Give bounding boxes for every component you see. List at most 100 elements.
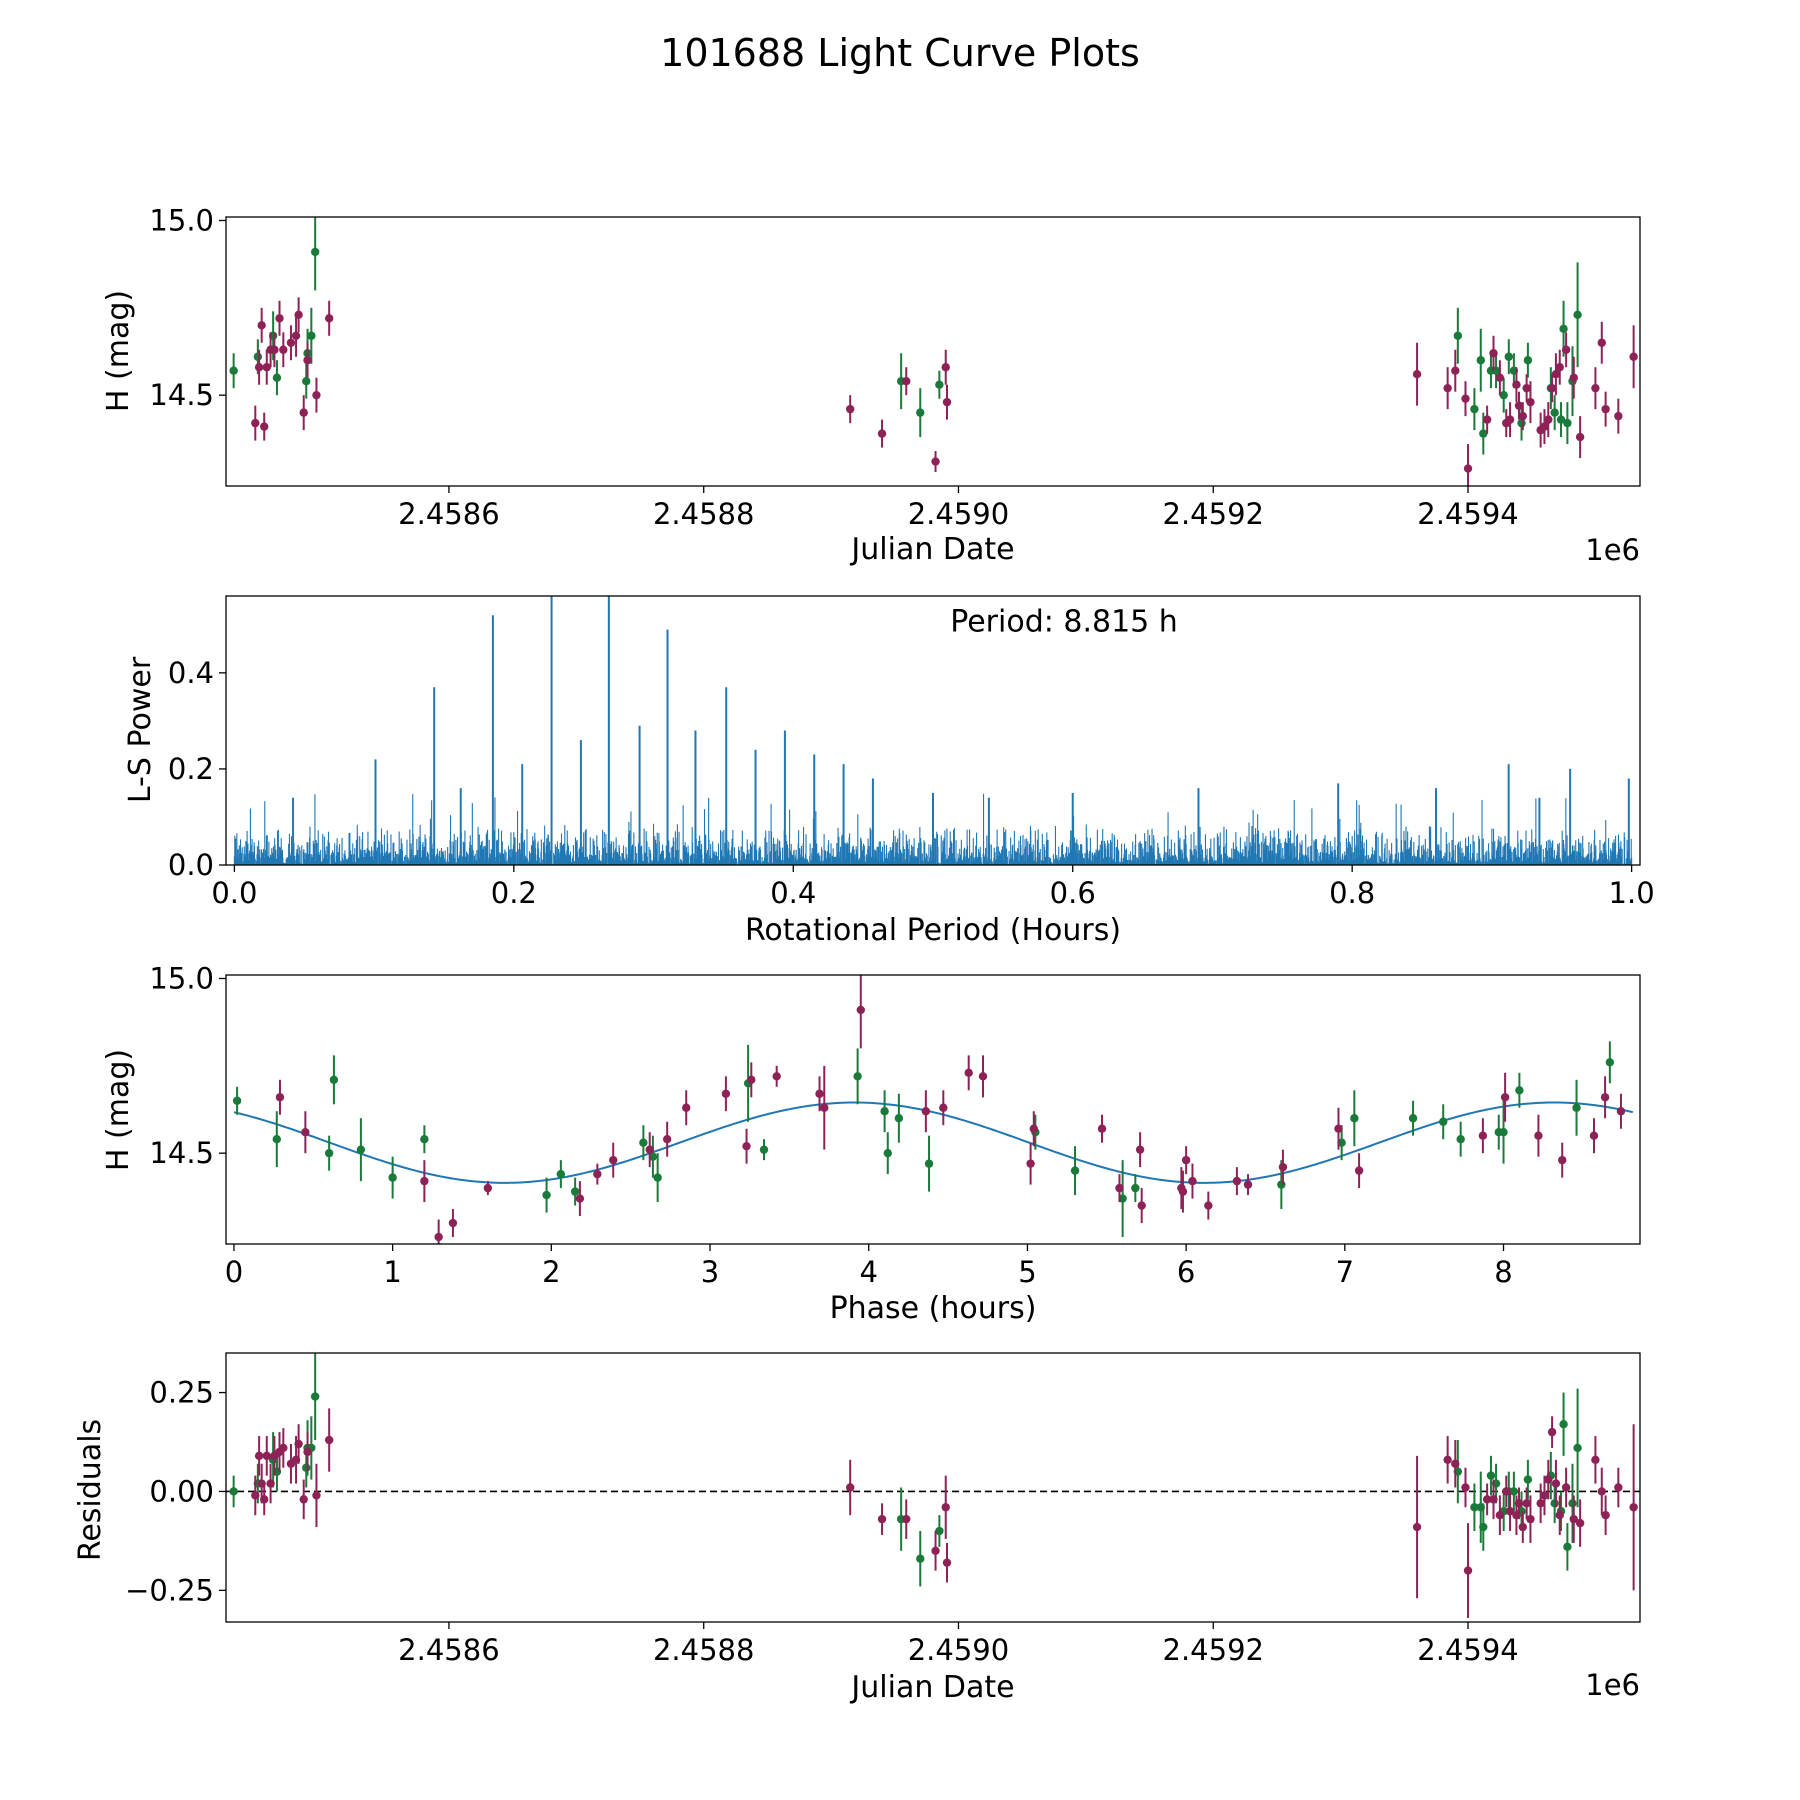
phased-purple-point — [682, 1103, 691, 1112]
residuals-green-point — [1486, 1471, 1496, 1480]
phased-xtick-label: 3 — [701, 1255, 719, 1289]
phased-green-point — [1515, 1086, 1524, 1095]
residuals-purple-point — [902, 1514, 911, 1524]
phased-xtick-label: 1 — [383, 1255, 401, 1289]
residuals-green-point — [1470, 1503, 1479, 1512]
phased-xtick-label: 6 — [1177, 1255, 1195, 1289]
lightcurve-purple-point — [1489, 349, 1498, 358]
lightcurve-xtick-label: 2.4590 — [908, 497, 1009, 531]
lightcurve-green-point — [1453, 331, 1463, 340]
residuals-xlabel: Julian Date — [849, 1670, 1014, 1705]
lightcurve-purple-point — [299, 408, 308, 417]
phased-purple-point — [1534, 1131, 1543, 1140]
lightcurve-purple-point — [324, 314, 334, 323]
residuals-purple-point — [1597, 1487, 1606, 1496]
phased-purple-point — [1181, 1155, 1191, 1165]
phased-purple-point — [1278, 1162, 1288, 1172]
lightcurve-purple-point — [1451, 366, 1460, 375]
lightcurve-purple-point — [294, 310, 303, 320]
lightcurve-purple-point — [1522, 383, 1531, 393]
phased-green-point — [639, 1138, 648, 1147]
phased-purple-point — [448, 1218, 458, 1228]
residuals-green-point — [1559, 1420, 1568, 1429]
lightcurve-purple-point — [1482, 415, 1492, 424]
lightcurve-green-point — [1470, 404, 1479, 414]
lightcurve-purple-point — [902, 376, 911, 386]
phased-purple-point — [420, 1176, 429, 1186]
phased-points — [232, 975, 1626, 1244]
phased-purple-point — [820, 1103, 829, 1112]
phased-purple-point — [815, 1089, 824, 1098]
phased-purple-point — [1135, 1145, 1145, 1154]
phased-purple-point — [772, 1072, 781, 1081]
periodogram-period-annotation: Period: 8.815 h — [950, 605, 1178, 640]
phased-purple-point — [921, 1107, 931, 1116]
phased-purple-point — [301, 1128, 310, 1137]
lightcurve-purple-point — [1547, 383, 1557, 393]
phased-ytick-label: 14.5 — [149, 1136, 214, 1170]
phased-green-point — [329, 1075, 339, 1085]
phased-purple-point — [1500, 1093, 1510, 1102]
phased-panel: 0 1 2 3 4 5 6 7 8 14.5 15.0 Phase (hours) H (mag) — [101, 961, 1641, 1326]
residuals-purple-point — [1551, 1479, 1561, 1488]
lightcurve-green-point — [229, 366, 238, 375]
phased-green-point — [1408, 1114, 1418, 1123]
phased-purple-point — [1600, 1093, 1610, 1102]
lightcurve-xtick-label: 2.4588 — [653, 497, 754, 531]
residuals-panel: 2.4586 2.4588 2.4590 2.4592 2.4594 −0.25 0.00 0… — [73, 1352, 1641, 1705]
residuals-purple-point — [1463, 1566, 1473, 1575]
lightcurve-purple-point — [845, 404, 855, 414]
phased-purple-point — [645, 1145, 654, 1154]
lightcurve-green-point — [1563, 418, 1572, 428]
lightcurve-purple-point — [1461, 394, 1470, 403]
residuals-green-point — [1563, 1542, 1572, 1552]
residuals-purple-point — [251, 1491, 260, 1500]
phased-green-point — [648, 1152, 658, 1161]
residuals-purple-point — [254, 1451, 264, 1461]
phased-fit-curve — [233, 1101, 1634, 1184]
lightcurve-green-point — [310, 247, 320, 257]
lightcurve-green-point — [1476, 356, 1485, 365]
residuals-purple-point — [1489, 1495, 1498, 1504]
phased-axes-frame — [225, 974, 1641, 1245]
phased-green-point — [1572, 1103, 1581, 1112]
residuals-purple-point — [279, 1443, 288, 1453]
residuals-green-point — [1550, 1499, 1559, 1508]
lightcurve-purple-point — [1526, 397, 1535, 407]
residuals-xtick-label: 2.4588 — [653, 1633, 754, 1667]
lightcurve-purple-point — [1463, 464, 1473, 473]
lightcurve-xtick-label: 2.4594 — [1417, 497, 1518, 531]
periodogram-xtick-label: 0.8 — [1329, 876, 1375, 910]
periodogram-ytick-label: 0.4 — [168, 656, 214, 690]
lightcurve-purple-point — [1551, 370, 1561, 379]
lightcurve-purple-point — [1614, 411, 1623, 421]
phased-purple-point — [1137, 1201, 1146, 1210]
periodogram-xlabel: Rotational Period (Hours) — [745, 913, 1121, 948]
lightcurve-purple-point — [262, 363, 271, 372]
residuals-purple-point — [1575, 1518, 1585, 1528]
lightcurve-ytick-label: 15.0 — [149, 203, 214, 237]
phased-green-point — [556, 1169, 566, 1179]
residuals-purple-point — [1536, 1499, 1545, 1508]
lightcurve-purple-point — [260, 422, 269, 431]
phased-purple-point — [1243, 1180, 1253, 1189]
residuals-purple-point — [1495, 1510, 1505, 1520]
residuals-purple-point — [1569, 1514, 1578, 1524]
phased-purple-point — [1616, 1107, 1626, 1116]
lightcurve-purple-point — [1544, 415, 1553, 424]
lightcurve-purple-point — [1540, 422, 1549, 431]
lightcurve-panel: 2.4586 2.4588 2.4590 2.4592 2.4594 14.5 15.0 J… — [101, 203, 1641, 567]
lightcurve-green-point — [1523, 356, 1533, 365]
lightcurve-purple-point — [1443, 383, 1452, 393]
lightcurve-green-point — [1479, 429, 1488, 438]
phased-green-point — [356, 1145, 366, 1154]
phased-purple-point — [1589, 1131, 1599, 1140]
residuals-xtick-label: 2.4586 — [398, 1633, 499, 1667]
residuals-purple-point — [931, 1546, 940, 1555]
phased-purple-point — [593, 1169, 602, 1179]
residuals-purple-point — [1544, 1475, 1553, 1484]
residuals-axes-frame — [225, 1352, 1641, 1623]
phased-purple-point — [1026, 1159, 1035, 1168]
phased-green-point — [1337, 1138, 1346, 1147]
residuals-purple-point — [324, 1435, 334, 1445]
